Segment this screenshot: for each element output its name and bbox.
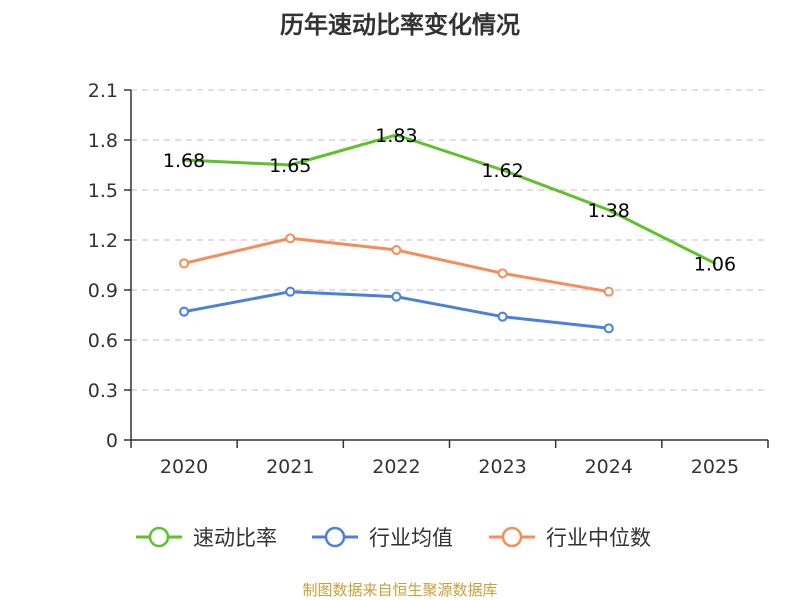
legend-label: 速动比率 (193, 526, 277, 550)
y-tick-label: 0.9 (88, 280, 118, 302)
x-tick-label: 2025 (691, 456, 739, 478)
y-tick-label: 2.1 (88, 80, 118, 102)
x-tick-label: 2021 (266, 456, 314, 478)
data-label: 1.06 (694, 253, 736, 275)
data-point[interactable] (391, 291, 402, 302)
y-tick-label: 0.3 (88, 380, 118, 402)
axes: 0 0.3 0.6 0.9 1.2 1.5 1.8 2.1 2020 2021 2022 2023 20… (88, 80, 769, 478)
chart-title: 历年速动比率变化情况 (280, 11, 520, 39)
y-tick-label: 1.2 (88, 230, 118, 252)
data-point[interactable] (285, 286, 296, 297)
legend-marker (148, 526, 170, 548)
data-label: 1.83 (375, 125, 417, 147)
legend-item[interactable]: 行业均值 (312, 526, 453, 550)
y-tick-label: 1.5 (88, 180, 118, 202)
y-tick-label: 0.6 (88, 330, 118, 352)
x-tick-label: 2023 (478, 456, 526, 478)
data-label: 1.38 (588, 200, 630, 222)
series-group (179, 133, 717, 334)
data-point[interactable] (179, 306, 190, 317)
legend-marker (501, 526, 523, 548)
legend-marker (324, 526, 346, 548)
legend-label: 行业中位数 (546, 526, 651, 550)
data-labels: 1.68 1.65 1.83 1.62 1.38 1.06 (163, 125, 736, 275)
y-tick-label: 0 (106, 430, 118, 452)
data-point[interactable] (497, 311, 508, 322)
data-label: 1.65 (269, 155, 311, 177)
data-point[interactable] (603, 286, 614, 297)
y-tick-label: 1.8 (88, 130, 118, 152)
x-tick-label: 2024 (585, 456, 633, 478)
legend[interactable]: 速动比率 行业均值 行业中位数 (136, 526, 651, 550)
series-line (182, 133, 717, 265)
data-point[interactable] (497, 268, 508, 279)
legend-item[interactable]: 行业中位数 (489, 526, 651, 550)
data-point[interactable] (603, 323, 614, 334)
grid-lines (131, 89, 768, 391)
data-label: 1.62 (481, 160, 523, 182)
data-label: 1.68 (163, 150, 205, 172)
data-point[interactable] (391, 245, 402, 255)
data-point[interactable] (285, 233, 296, 244)
data-point[interactable] (179, 258, 190, 269)
source-note: 制图数据来自恒生聚源数据库 (302, 581, 497, 599)
legend-item[interactable]: 速动比率 (136, 526, 277, 550)
x-tick-label: 2022 (372, 456, 420, 478)
x-tick-label: 2020 (160, 456, 208, 478)
legend-label: 行业均值 (369, 526, 453, 550)
